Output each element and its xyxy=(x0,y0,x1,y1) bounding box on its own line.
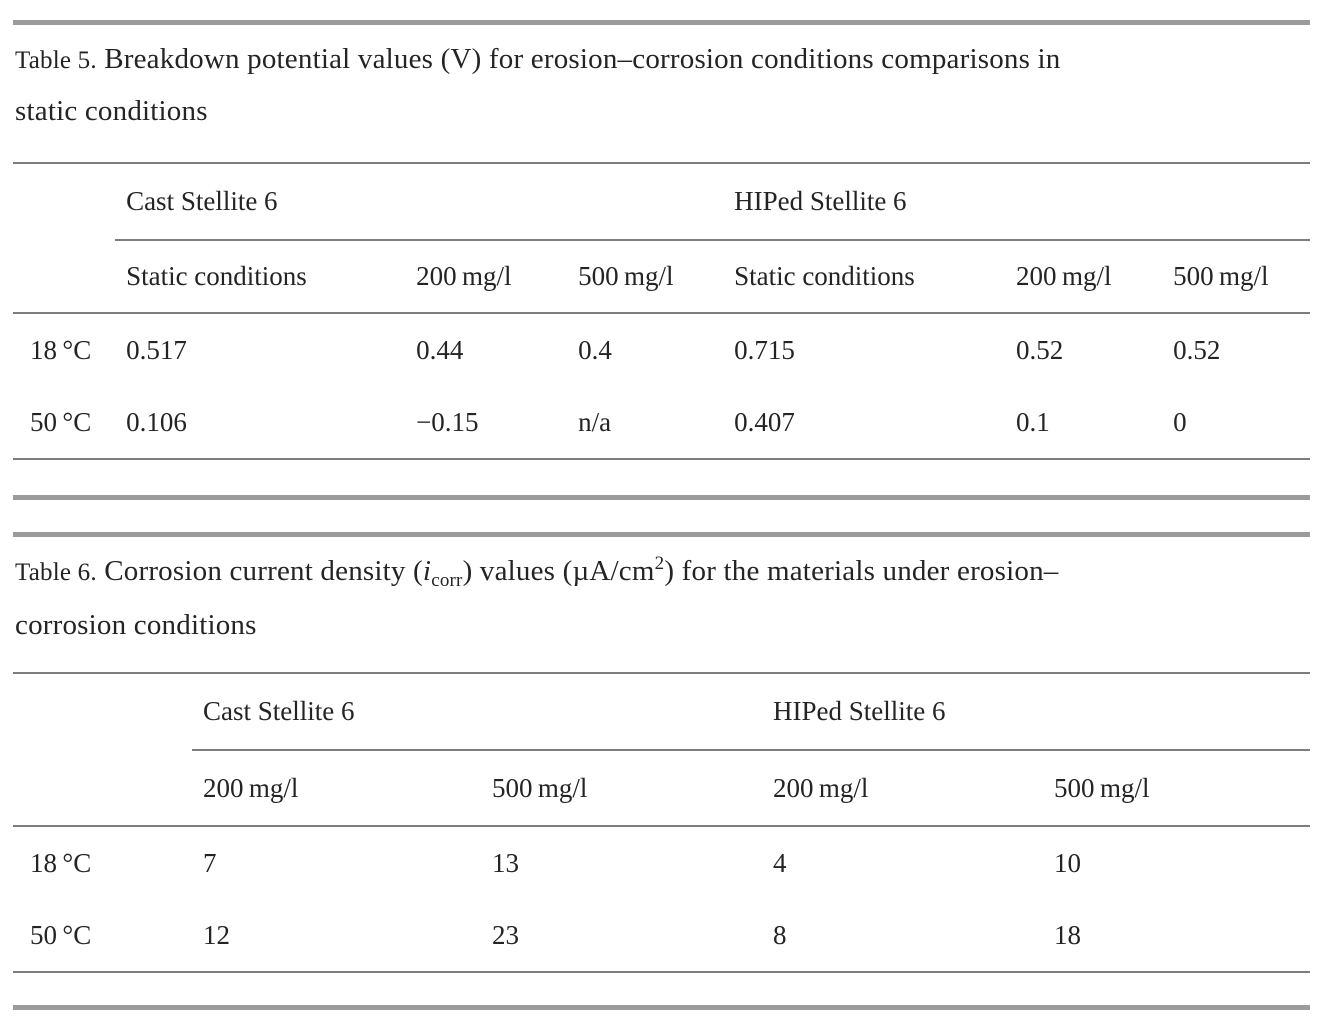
data-cell: 13 xyxy=(491,847,519,878)
table5-section: Table 5. Breakdown potential values (V) … xyxy=(13,20,1310,500)
table6-section: Table 6. Corrosion current density (icor… xyxy=(13,532,1310,1010)
table5-caption-label: Table 5. xyxy=(15,47,97,74)
table6-corner-cell xyxy=(13,673,192,750)
row-label: 50 °C xyxy=(30,406,92,437)
table6-caption-pre: Corrosion current density ( xyxy=(96,555,423,587)
data-cell: 0.517 xyxy=(126,334,187,365)
table6-row-50c: 50 °C 12 23 8 18 xyxy=(13,899,1310,972)
data-cell: 4 xyxy=(773,847,787,878)
table5-subheader-empty xyxy=(13,240,116,314)
data-cell: 7 xyxy=(202,847,217,878)
table6-caption-post: ) for the materials under erosion– xyxy=(664,555,1059,587)
table6-subheader-200-hiped: 200 mg/l xyxy=(762,750,1044,827)
row-label: 18 °C xyxy=(30,847,92,878)
page: Table 5. Breakdown potential values (V) … xyxy=(13,20,1310,1010)
table5-subheader-200-cast: 200 mg/l xyxy=(405,240,568,314)
table6-tail-gap xyxy=(13,973,1310,1005)
cm2-superscript: 2 xyxy=(654,553,665,574)
table5-caption-text: Breakdown potential values (V) for erosi… xyxy=(96,43,1061,75)
table6-subheader-200-cast: 200 mg/l xyxy=(191,750,481,827)
table6-caption-mid: ) values (µA/cm xyxy=(462,555,655,587)
table6-subheader-500-cast: 500 mg/l xyxy=(480,750,762,827)
data-cell: 0.1 xyxy=(1016,406,1050,437)
data-cell: n/a xyxy=(578,406,612,437)
table5-caption-line2: static conditions xyxy=(15,95,208,127)
table6-subheader-empty xyxy=(13,750,192,827)
data-cell: −0.15 xyxy=(416,406,479,437)
data-cell: 0.106 xyxy=(126,406,187,437)
table6-row-18c: 18 °C 7 13 4 10 xyxy=(13,826,1310,899)
table6-group-header-row: Cast Stellite 6 HIPed Stellite 6 xyxy=(13,673,1310,751)
table5-subheader-500-hiped: 500 mg/l xyxy=(1162,240,1310,314)
table5-row-50c: 50 °C 0.106 −0.15 n/a 0.407 0.1 0 xyxy=(13,386,1310,459)
table5-subheader-500-cast: 500 mg/l xyxy=(567,240,724,314)
data-cell: 0 xyxy=(1173,406,1187,437)
table6-group-cast: Cast Stellite 6 xyxy=(191,673,762,751)
table5-tail-gap xyxy=(13,460,1310,495)
table6-group-hiped: HIPed Stellite 6 xyxy=(762,673,1310,751)
data-cell: 23 xyxy=(491,919,519,950)
data-cell: 12 xyxy=(202,919,230,950)
table5-corner-cell xyxy=(13,163,115,240)
table6-caption-line1: Table 6. Corrosion current density (icor… xyxy=(15,546,1308,600)
data-cell: 0.715 xyxy=(734,334,795,365)
data-cell: 10 xyxy=(1054,847,1082,878)
data-cell: 0.52 xyxy=(1173,334,1221,365)
table6-bottom-rule xyxy=(13,1005,1310,1010)
icorr-variable: i xyxy=(422,555,432,587)
table5-subheader-static-cast: Static conditions xyxy=(115,240,406,314)
row-label: 50 °C xyxy=(30,919,92,950)
table5-subheader-200-hiped: 200 mg/l xyxy=(1005,240,1163,314)
table5-top-rule xyxy=(13,20,1310,25)
icorr-subscript: corr xyxy=(431,570,463,591)
table5-caption-line1: Table 5. Breakdown potential values (V) … xyxy=(15,34,1308,86)
table6-sub-header-row: 200 mg/l 500 mg/l 200 mg/l 500 mg/l xyxy=(13,750,1310,827)
data-cell: 0.52 xyxy=(1016,334,1064,365)
table6-caption-line2: corrosion conditions xyxy=(15,609,257,641)
table5-group-hiped: HIPed Stellite 6 xyxy=(723,163,1310,241)
table6-caption-label: Table 6. xyxy=(15,559,97,586)
row-label: 18 °C xyxy=(30,334,92,365)
table5-row-18c: 18 °C 0.517 0.44 0.4 0.715 0.52 0.52 xyxy=(13,313,1310,386)
table5-caption: Table 5. Breakdown potential values (V) … xyxy=(13,25,1310,162)
data-cell: 0.44 xyxy=(416,334,464,365)
data-cell: 0.407 xyxy=(734,406,795,437)
table5-group-cast: Cast Stellite 6 xyxy=(115,163,724,241)
table5-sub-header-row: Static conditions 200 mg/l 500 mg/l Stat… xyxy=(13,240,1310,314)
table6-caption: Table 6. Corrosion current density (icor… xyxy=(13,537,1310,672)
table5-subheader-static-hiped: Static conditions xyxy=(723,240,1006,314)
data-cell: 8 xyxy=(773,919,787,950)
table5-bottom-rule xyxy=(13,495,1310,500)
table6-subheader-500-hiped: 500 mg/l xyxy=(1043,750,1310,827)
table5: Cast Stellite 6 HIPed Stellite 6 Static … xyxy=(13,162,1310,460)
data-cell: 18 xyxy=(1054,919,1082,950)
data-cell: 0.4 xyxy=(578,334,612,365)
table6: Cast Stellite 6 HIPed Stellite 6 200 mg/… xyxy=(13,672,1310,973)
table5-group-header-row: Cast Stellite 6 HIPed Stellite 6 xyxy=(13,163,1310,241)
table6-top-rule xyxy=(13,532,1310,537)
